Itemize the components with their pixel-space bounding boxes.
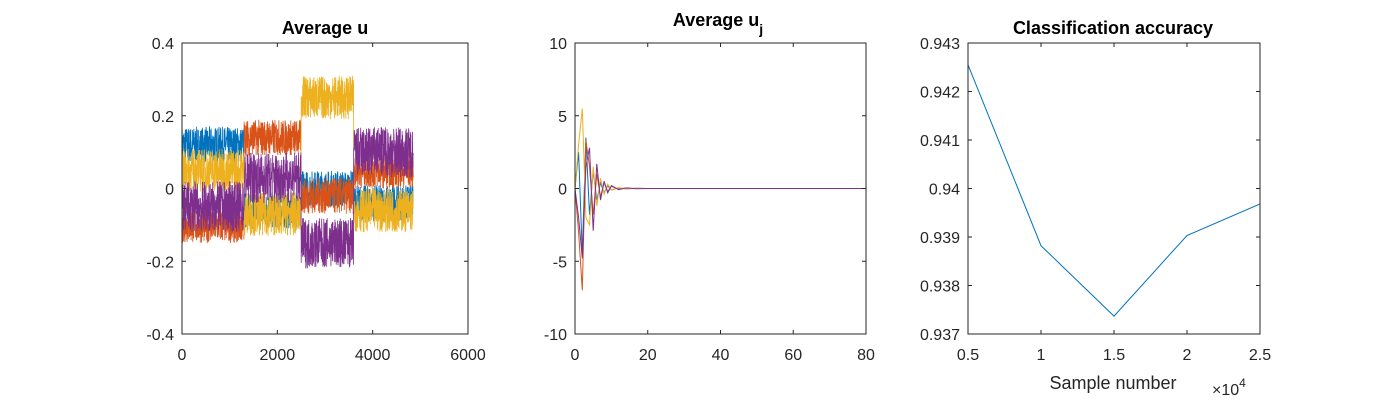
x-tick-label: 0	[571, 347, 580, 364]
x-tick-label: 1	[1037, 347, 1046, 364]
y-tick-label: 0.937	[920, 327, 960, 344]
chart-average-u: Average u 0 2000 4000 6000 -0.4 -0.2 0 0.2 0.4	[146, 18, 485, 364]
x-axis-label: Sample number	[1049, 373, 1176, 393]
y-tick-label: -0.4	[146, 327, 174, 344]
x-tick-label: 2000	[260, 347, 296, 364]
x-tick-label: 20	[639, 347, 657, 364]
chart-title-subscript: j	[758, 21, 763, 37]
y-tick-label: 0.94	[929, 182, 960, 199]
x-tick-label: 1.5	[1103, 347, 1125, 364]
y-tick-label: -10	[544, 327, 567, 344]
y-tick-label: 0.942	[920, 85, 960, 102]
y-tick-label: -0.2	[146, 254, 174, 271]
chart-average-uj: Average uj 0 20 40 60 80 -10 -5 0 5 10	[544, 10, 875, 364]
chart-title: Average u	[282, 18, 368, 38]
series-line-3	[182, 75, 414, 236]
y-tick-label: 0	[558, 182, 567, 199]
y-tick-label: 0.938	[920, 279, 960, 296]
plot-area: 0 20 40 60 80 -10 -5 0 5 10	[544, 36, 875, 364]
x-tick-label: 0.5	[957, 347, 979, 364]
x-tick-label: 2	[1183, 347, 1192, 364]
x-axis-exponent-base: ×10	[1212, 382, 1239, 399]
series-line-4	[182, 127, 414, 269]
y-tick-label: -5	[553, 254, 567, 271]
x-tick-label: 60	[784, 347, 802, 364]
chart-classification-accuracy: Classification accuracy 0.5 1 1.5 2 2.5 0.937…	[920, 18, 1271, 399]
chart-title: Classification accuracy	[1013, 18, 1213, 38]
x-axis-exponent-power: 4	[1239, 376, 1246, 390]
series-group	[575, 108, 866, 291]
series-group	[182, 75, 414, 269]
y-tick-label: 5	[558, 109, 567, 126]
x-tick-label: 4000	[355, 347, 391, 364]
y-tick-label: 0	[165, 182, 174, 199]
chart-title: Average uj	[673, 10, 763, 37]
series-line-1	[968, 64, 1260, 317]
series-group	[968, 64, 1260, 317]
y-tick-label: 10	[549, 36, 567, 53]
y-tick-label: 0.4	[152, 36, 174, 53]
plot-area: 0 2000 4000 6000 -0.4 -0.2 0 0.2 0.4	[146, 36, 485, 364]
y-tick-label: 0.2	[152, 109, 174, 126]
chart-title-main: Average u	[673, 10, 759, 30]
x-axis-exponent: ×104	[1212, 376, 1246, 399]
x-tick-label: 40	[712, 347, 730, 364]
series-line-2	[182, 119, 414, 244]
plot-area: 0.5 1 1.5 2 2.5 0.937 0.938 0.939 0.94 0.941 0.942…	[920, 36, 1271, 364]
series-line-4	[575, 147, 866, 259]
x-tick-label: 0	[178, 347, 187, 364]
y-tick-label: 0.939	[920, 230, 960, 247]
y-tick-label: 0.941	[920, 133, 960, 150]
axes-box	[967, 42, 1261, 335]
x-tick-label: 80	[857, 347, 875, 364]
y-tick-label: 0.943	[920, 36, 960, 53]
x-tick-label: 6000	[450, 347, 486, 364]
x-tick-label: 2.5	[1249, 347, 1271, 364]
